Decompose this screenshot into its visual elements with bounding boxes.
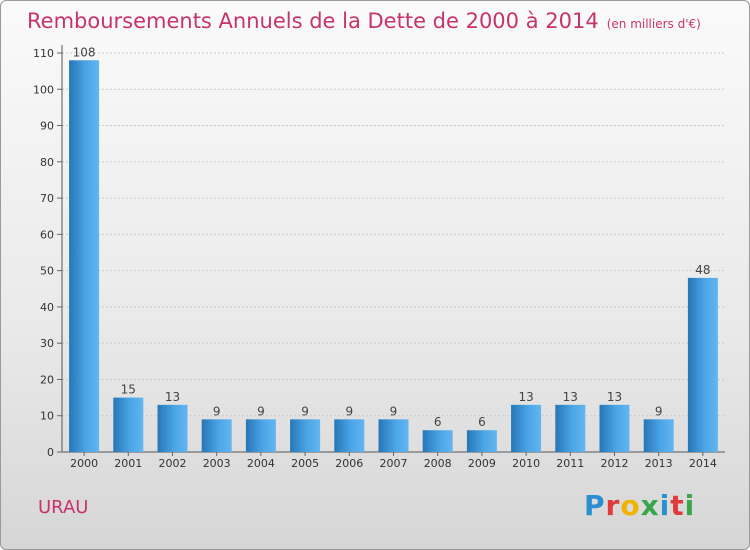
y-tick-label: 0 xyxy=(47,446,54,459)
x-tick-label: 2008 xyxy=(424,457,452,470)
y-tick-label: 10 xyxy=(40,410,54,423)
x-tick-label: 2005 xyxy=(291,457,319,470)
data-label: 6 xyxy=(478,415,486,429)
bar-2011[interactable] xyxy=(555,404,586,452)
x-tick-label: 2007 xyxy=(380,457,408,470)
commune-name: URAU xyxy=(38,497,89,518)
chart-title-text: Remboursements Annuels de la Dette de 20… xyxy=(27,9,599,33)
x-tick-label: 2006 xyxy=(335,457,363,470)
logo-letter: i xyxy=(659,489,671,522)
y-tick-label: 20 xyxy=(40,373,54,386)
x-tick-label: 2004 xyxy=(247,457,275,470)
bar-2005[interactable] xyxy=(290,419,321,452)
bars xyxy=(69,60,718,452)
y-tick-label: 30 xyxy=(40,337,54,350)
data-label: 13 xyxy=(165,390,180,404)
bar-2012[interactable] xyxy=(599,404,630,452)
data-label: 9 xyxy=(301,404,309,418)
y-tick-label: 90 xyxy=(40,120,54,133)
data-label: 48 xyxy=(695,263,710,277)
bar-2009[interactable] xyxy=(466,430,497,452)
x-tick-label: 2011 xyxy=(556,457,584,470)
data-label: 9 xyxy=(655,404,663,418)
data-label: 9 xyxy=(257,404,265,418)
proxiti-logo[interactable]: Proxiti xyxy=(584,489,695,522)
data-labels: 108 15 13 9 9 9 9 9 6 6 13 13 13 9 48 xyxy=(73,45,711,429)
y-tick-label: 80 xyxy=(40,156,54,169)
x-tick-label: 2002 xyxy=(159,457,187,470)
logo-letter: o xyxy=(620,489,641,522)
x-tick-label: 2001 xyxy=(114,457,142,470)
logo-letter: P xyxy=(584,489,606,522)
y-tick-label: 100 xyxy=(33,83,54,96)
y-tick-label: 60 xyxy=(40,228,54,241)
data-label: 9 xyxy=(345,404,353,418)
bar-2008[interactable] xyxy=(422,430,453,452)
chart-subtitle: (en milliers d'€) xyxy=(606,17,701,31)
data-label: 9 xyxy=(213,404,221,418)
data-label: 13 xyxy=(607,390,622,404)
x-tick-label: 2012 xyxy=(601,457,629,470)
bar-2006[interactable] xyxy=(334,419,365,452)
y-tick-label: 70 xyxy=(40,192,54,205)
logo-letter: r xyxy=(605,489,621,522)
bar-2010[interactable] xyxy=(511,404,542,452)
data-label: 9 xyxy=(390,404,398,418)
bar-2000[interactable] xyxy=(69,60,100,452)
bar-2003[interactable] xyxy=(201,419,232,452)
y-tick-label: 110 xyxy=(33,47,54,60)
y-tick-label: 50 xyxy=(40,265,54,278)
data-label: 6 xyxy=(434,415,442,429)
chart-title: Remboursements Annuels de la Dette de 20… xyxy=(27,9,701,33)
data-label: 108 xyxy=(73,45,96,59)
bar-2014[interactable] xyxy=(687,277,718,452)
bar-2002[interactable] xyxy=(157,404,188,452)
logo-letter: t xyxy=(670,489,685,522)
x-tick-label: 2014 xyxy=(689,457,717,470)
x-tick-label: 2009 xyxy=(468,457,496,470)
x-tick-label: 2000 xyxy=(70,457,98,470)
bar-2007[interactable] xyxy=(378,419,409,452)
data-label: 15 xyxy=(121,383,136,397)
logo-letter: x xyxy=(640,489,660,522)
data-label: 13 xyxy=(518,390,533,404)
data-label: 13 xyxy=(563,390,578,404)
bar-2001[interactable] xyxy=(113,397,144,452)
x-tick-label: 2010 xyxy=(512,457,540,470)
bar-2004[interactable] xyxy=(245,419,276,452)
x-tick-label: 2013 xyxy=(645,457,673,470)
logo-letter: i xyxy=(684,489,696,522)
grid xyxy=(62,52,725,417)
y-tick-label: 40 xyxy=(40,301,54,314)
bar-2013[interactable] xyxy=(643,419,674,452)
x-tick-label: 2003 xyxy=(203,457,231,470)
